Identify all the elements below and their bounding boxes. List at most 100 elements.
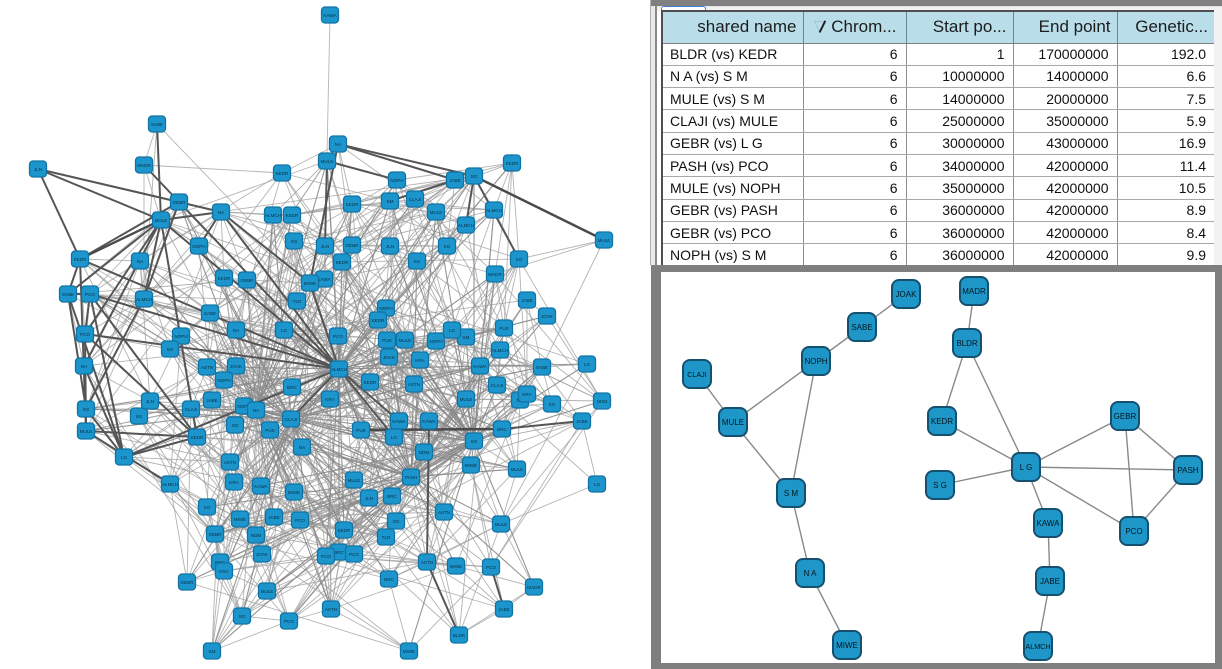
svg-text:GEBR: GEBR — [345, 243, 359, 248]
svg-text:LG: LG — [449, 328, 456, 333]
svg-text:KEDR: KEDR — [286, 213, 299, 218]
svg-text:SG: SG — [393, 519, 400, 524]
svg-text:MULE: MULE — [460, 397, 473, 402]
svg-text:SABE: SABE — [62, 292, 74, 297]
svg-text:JABE: JABE — [498, 607, 510, 612]
svg-text:KEDR: KEDR — [506, 161, 519, 166]
svg-text:MULE: MULE — [321, 159, 334, 164]
svg-text:ASTN: ASTN — [438, 510, 450, 515]
svg-text:JABE: JABE — [449, 178, 461, 183]
svg-text:MULE: MULE — [511, 467, 524, 472]
svg-text:NDM: NDM — [251, 533, 262, 538]
svg-text:NOPH: NOPH — [217, 378, 230, 383]
svg-text:KRA: KRA — [522, 392, 532, 397]
svg-text:JOAK: JOAK — [541, 314, 554, 319]
svg-text:SM: SM — [209, 649, 216, 654]
svg-text:NDM: NDM — [419, 450, 430, 455]
svg-text:MULE: MULE — [261, 589, 274, 594]
svg-text:MULE: MULE — [722, 418, 744, 427]
svg-text:LG: LG — [121, 455, 128, 460]
svg-text:KEDR: KEDR — [372, 318, 385, 323]
svg-text:NOPH: NOPH — [192, 244, 205, 249]
svg-text:PUS: PUS — [499, 326, 508, 331]
svg-text:SG: SG — [239, 614, 246, 619]
svg-text:SABE: SABE — [204, 311, 216, 316]
svg-text:PCO: PCO — [486, 565, 496, 570]
svg-text:JOAK: JOAK — [896, 290, 918, 299]
svg-text:JOAK: JOAK — [383, 355, 396, 360]
svg-text:GEBR: GEBR — [1114, 412, 1137, 421]
svg-text:MIWE: MIWE — [450, 564, 463, 569]
svg-text:SG: SG — [167, 347, 174, 352]
svg-text:S G: S G — [933, 481, 947, 490]
svg-text:ASTN: ASTN — [421, 560, 433, 565]
svg-text:ASTN: ASTN — [408, 382, 420, 387]
svg-text:BRC: BRC — [287, 385, 297, 390]
svg-text:S M: S M — [784, 489, 799, 498]
svg-text:PCO: PCO — [85, 292, 95, 297]
svg-text:BRC: BRC — [497, 427, 507, 432]
svg-text:BRC: BRC — [387, 494, 397, 499]
svg-text:SM: SM — [387, 199, 394, 204]
svg-text:NDM: NDM — [597, 399, 608, 404]
svg-text:MULE: MULE — [155, 218, 168, 223]
svg-text:SG: SG — [291, 239, 298, 244]
svg-text:KRA: KRA — [415, 358, 425, 363]
svg-text:KAWA: KAWA — [473, 364, 487, 369]
svg-text:PCO: PCO — [321, 554, 331, 559]
svg-text:SG: SG — [444, 244, 451, 249]
svg-text:PCO: PCO — [295, 518, 305, 523]
svg-text:MULE: MULE — [598, 238, 611, 243]
svg-text:LG: LG — [594, 482, 601, 487]
svg-text:KEDR: KEDR — [218, 276, 231, 281]
svg-text:GEBR: GEBR — [180, 580, 194, 585]
svg-text:CLAJI: CLAJI — [409, 197, 422, 202]
svg-text:SG: SG — [136, 414, 143, 419]
svg-text:JABE: JABE — [1040, 577, 1060, 586]
svg-text:JLN: JLN — [365, 496, 373, 501]
svg-text:GEBR: GEBR — [172, 200, 186, 205]
svg-text:PCO: PCO — [1125, 527, 1142, 536]
svg-text:MIWE: MIWE — [836, 641, 858, 650]
svg-text:TLD: TLD — [382, 535, 391, 540]
svg-text:JABE: JABE — [521, 298, 533, 303]
svg-text:JLN: JLN — [146, 399, 154, 404]
svg-text:ALMCH: ALMCH — [265, 213, 281, 218]
svg-text:KRA: KRA — [325, 397, 335, 402]
svg-text:CLAJI: CLAJI — [491, 383, 504, 388]
svg-text:PUS: PUS — [356, 428, 365, 433]
svg-text:SG: SG — [471, 439, 478, 444]
svg-text:MULE: MULE — [430, 210, 443, 215]
svg-text:NOPH: NOPH — [379, 306, 392, 311]
svg-text:JABE: JABE — [576, 419, 588, 424]
svg-text:L G: L G — [1020, 463, 1033, 472]
svg-text:NOPH: NOPH — [237, 404, 250, 409]
svg-text:NA: NA — [253, 408, 260, 413]
svg-text:KRA: KRA — [219, 569, 229, 574]
svg-text:PUS: PUS — [382, 338, 391, 343]
svg-text:TLD: TLD — [293, 299, 302, 304]
svg-text:MULE: MULE — [80, 429, 93, 434]
svg-text:ALMCH: ALMCH — [162, 482, 178, 487]
svg-text:JOAK: JOAK — [230, 364, 243, 369]
svg-text:MIWE: MIWE — [288, 490, 301, 495]
svg-text:BRC: BRC — [215, 560, 225, 565]
svg-text:PUS: PUS — [265, 428, 274, 433]
svg-text:LG: LG — [391, 435, 398, 440]
svg-text:ALMCH: ALMCH — [1025, 642, 1050, 651]
svg-text:KAWA: KAWA — [1037, 519, 1061, 528]
svg-text:SG: SG — [471, 174, 478, 179]
svg-text:CLAJI: CLAJI — [687, 370, 707, 379]
svg-text:NA: NA — [335, 142, 342, 147]
svg-text:PCO: PCO — [349, 552, 359, 557]
svg-text:ASTN: ASTN — [325, 607, 337, 612]
svg-text:KAWA: KAWA — [317, 277, 331, 282]
svg-text:KAWA: KAWA — [254, 484, 268, 489]
svg-text:PCO: PCO — [284, 619, 294, 624]
svg-text:JLN: JLN — [34, 167, 42, 172]
svg-text:ASTN: ASTN — [201, 365, 213, 370]
svg-text:LG: LG — [281, 328, 288, 333]
svg-text:SM: SM — [463, 335, 470, 340]
svg-text:BRC: BRC — [384, 577, 394, 582]
svg-text:SG: SG — [232, 423, 239, 428]
